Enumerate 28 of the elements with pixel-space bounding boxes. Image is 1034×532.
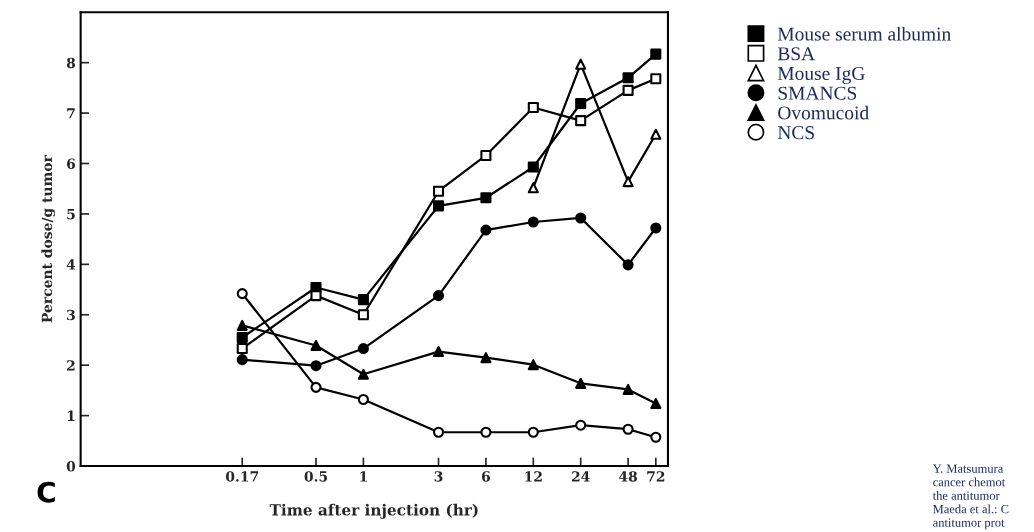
text: Y. Matsumura cancer chemot the antitumor Maeda et al.: C antitumor prot xyxy=(932,464,1009,530)
legend-label: SMANCS xyxy=(778,86,857,100)
y-tick-label: 6 xyxy=(67,158,76,169)
legend-label: Mouse serum albumin xyxy=(777,26,951,41)
y-tick-label: 2 xyxy=(67,360,75,371)
y-tick-label: 5 xyxy=(67,209,75,220)
text: C xyxy=(37,481,55,503)
x-tick-label: 0.17 xyxy=(225,471,258,482)
y-tick-label: 1 xyxy=(67,410,75,421)
legend-label: Ovomucoid xyxy=(778,105,869,120)
y-tick-label: 7 xyxy=(67,108,75,119)
y-axis-title: Percent dose/g tumor xyxy=(41,155,56,323)
legend-label: BSA xyxy=(777,47,816,61)
x-tick-label: 72 xyxy=(647,471,665,482)
x-tick-label: 0.5 xyxy=(304,471,328,482)
x-axis-title: Time after injection (hr) xyxy=(269,503,478,519)
y-tick-label: 0 xyxy=(66,461,76,472)
x-tick-label: 24 xyxy=(571,471,590,482)
y-tick-label: 4 xyxy=(66,259,76,270)
legend-label: NCS xyxy=(777,126,814,140)
legend-label: Mouse IgG xyxy=(777,66,865,85)
x-tick-label: 12 xyxy=(525,471,542,482)
x-tick-label: 48 xyxy=(619,471,638,482)
y-tick-label: 8 xyxy=(66,57,76,69)
x-tick-label: 1 xyxy=(360,471,367,482)
x-tick-label: 3 xyxy=(434,471,443,482)
x-tick-label: 6 xyxy=(481,471,490,482)
y-tick-label: 3 xyxy=(67,309,75,321)
